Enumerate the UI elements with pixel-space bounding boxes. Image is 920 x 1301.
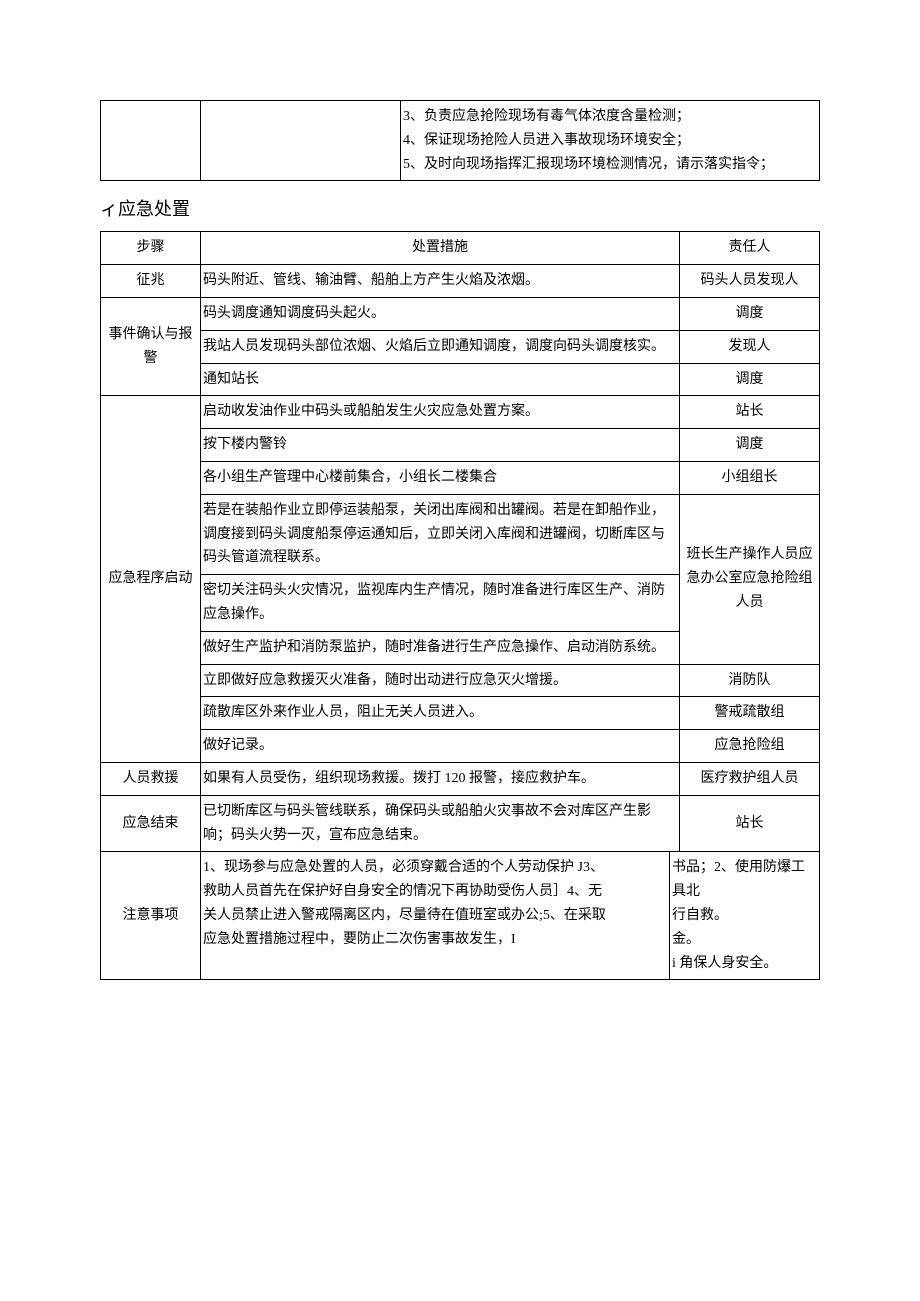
step-rescue: 人员救援 — [101, 762, 201, 795]
cell-empty-2 — [201, 101, 401, 181]
person-end: 站长 — [680, 795, 820, 852]
table-row: 若是在装船作业立即停运装船泵，关闭出库阀和出罐阀。若是在卸船作业，调度接到码头调… — [101, 494, 820, 574]
measure-start-2: 按下楼内警铃 — [201, 429, 680, 462]
person-confirm-3: 调度 — [680, 363, 820, 396]
table-header-row: 步骤 处置措施 责任人 — [101, 232, 820, 265]
person-symptom: 码头人员发现人 — [680, 265, 820, 298]
notes-cell: 1、现场参与应急处置的人员，必须穿戴合适的个人劳动保护 J3、 救助人员首先在保… — [201, 852, 820, 980]
person-confirm-1: 调度 — [680, 297, 820, 330]
notes-left: 1、现场参与应急处置的人员，必须穿戴合适的个人劳动保护 J3、 救助人员首先在保… — [201, 852, 669, 979]
table-row: 疏散库区外来作业人员，阻止无关人员进入。 警戒疏散组 — [101, 697, 820, 730]
measure-start-1: 启动收发油作业中码头或船舶发生火灾应急处置方案。 — [201, 396, 680, 429]
step-symptom: 征兆 — [101, 265, 201, 298]
measure-end: 已切断库区与码头管线联系，确保码头或船舶火灾事故不会对库区产生影响；码头火势一灭… — [201, 795, 680, 852]
cell-duties: 3、负责应急抢险现场有毒气体浓度含量检测； 4、保证现场抢险人员进入事故现场环境… — [401, 101, 820, 181]
emergency-disposal-table: 步骤 处置措施 责任人 征兆 码头附近、管线、输油臂、船舶上方产生火焰及浓烟。 … — [100, 231, 820, 980]
step-start: 应急程序启动 — [101, 396, 201, 763]
step-notes: 注意事项 — [101, 852, 201, 980]
measure-start-5: 密切关注码头火灾情况，监视库内生产情况，随时准备进行库区生产、消防应急操作。 — [201, 575, 680, 632]
table-row: 应急结束 已切断库区与码头管线联系，确保码头或船舶火灾事故不会对库区产生影响；码… — [101, 795, 820, 852]
table-row: 应急程序启动 启动收发油作业中码头或船舶发生火灾应急处置方案。 站长 — [101, 396, 820, 429]
table-row: 通知站长 调度 — [101, 363, 820, 396]
measure-start-6: 做好生产监护和消防泵监护，随时准备进行生产应急操作、启动消防系统。 — [201, 631, 680, 664]
measure-start-7: 立即做好应急救援灭火准备，随时出动进行应急灭火增援。 — [201, 664, 680, 697]
measure-confirm-3: 通知站长 — [201, 363, 680, 396]
table-row: 征兆 码头附近、管线、输油臂、船舶上方产生火焰及浓烟。 码头人员发现人 — [101, 265, 820, 298]
measure-start-9: 做好记录。 — [201, 730, 680, 763]
table-row: 我站人员发现码头部位浓烟、火焰后立即通知调度，调度向码头调度核实。 发现人 — [101, 330, 820, 363]
measure-confirm-2: 我站人员发现码头部位浓烟、火焰后立即通知调度，调度向码头调度核实。 — [201, 330, 680, 363]
table-row: 立即做好应急救援灭火准备，随时出动进行应急灭火增援。 消防队 — [101, 664, 820, 697]
person-start-9: 应急抢险组 — [680, 730, 820, 763]
table-row: 3、负责应急抢险现场有毒气体浓度含量检测； 4、保证现场抢险人员进入事故现场环境… — [101, 101, 820, 181]
measure-symptom: 码头附近、管线、输油臂、船舶上方产生火焰及浓烟。 — [201, 265, 680, 298]
table-row: 事件确认与报警 码头调度通知调度码头起火。 调度 — [101, 297, 820, 330]
measure-rescue: 如果有人员受伤，组织现场救援。拨打 120 报警，接应救护车。 — [201, 762, 680, 795]
person-start-1: 站长 — [680, 396, 820, 429]
table-row: 做好记录。 应急抢险组 — [101, 730, 820, 763]
table-row: 各小组生产管理中心楼前集合，小组长二楼集合 小组组长 — [101, 461, 820, 494]
person-start-456: 班长生产操作人员应急办公室应急抢险组人员 — [680, 494, 820, 664]
cell-empty-1 — [101, 101, 201, 181]
header-measure: 处置措施 — [201, 232, 680, 265]
measure-confirm-1: 码头调度通知调度码头起火。 — [201, 297, 680, 330]
measure-start-4: 若是在装船作业立即停运装船泵，关闭出库阀和出罐阀。若是在卸船作业，调度接到码头调… — [201, 494, 680, 574]
measure-start-8: 疏散库区外来作业人员，阻止无关人员进入。 — [201, 697, 680, 730]
step-confirm: 事件确认与报警 — [101, 297, 201, 395]
notes-right: 书品；2、使用防爆工具北 行自救。 金。 i 角保人身安全。 — [669, 852, 819, 979]
table-row: 注意事项 1、现场参与应急处置的人员，必须穿戴合适的个人劳动保护 J3、 救助人… — [101, 852, 820, 980]
person-start-7: 消防队 — [680, 664, 820, 697]
measure-start-3: 各小组生产管理中心楼前集合，小组长二楼集合 — [201, 461, 680, 494]
person-start-2: 调度 — [680, 429, 820, 462]
responsibility-table-fragment: 3、负责应急抢险现场有毒气体浓度含量检测； 4、保证现场抢险人员进入事故现场环境… — [100, 100, 820, 181]
person-rescue: 医疗救护组人员 — [680, 762, 820, 795]
header-step: 步骤 — [101, 232, 201, 265]
step-end: 应急结束 — [101, 795, 201, 852]
person-start-8: 警戒疏散组 — [680, 697, 820, 730]
person-start-3: 小组组长 — [680, 461, 820, 494]
person-confirm-2: 发现人 — [680, 330, 820, 363]
section-title-emergency-disposal: ィ应急处置 — [100, 195, 820, 221]
header-person: 责任人 — [680, 232, 820, 265]
table-row: 人员救援 如果有人员受伤，组织现场救援。拨打 120 报警，接应救护车。 医疗救… — [101, 762, 820, 795]
table-row: 按下楼内警铃 调度 — [101, 429, 820, 462]
